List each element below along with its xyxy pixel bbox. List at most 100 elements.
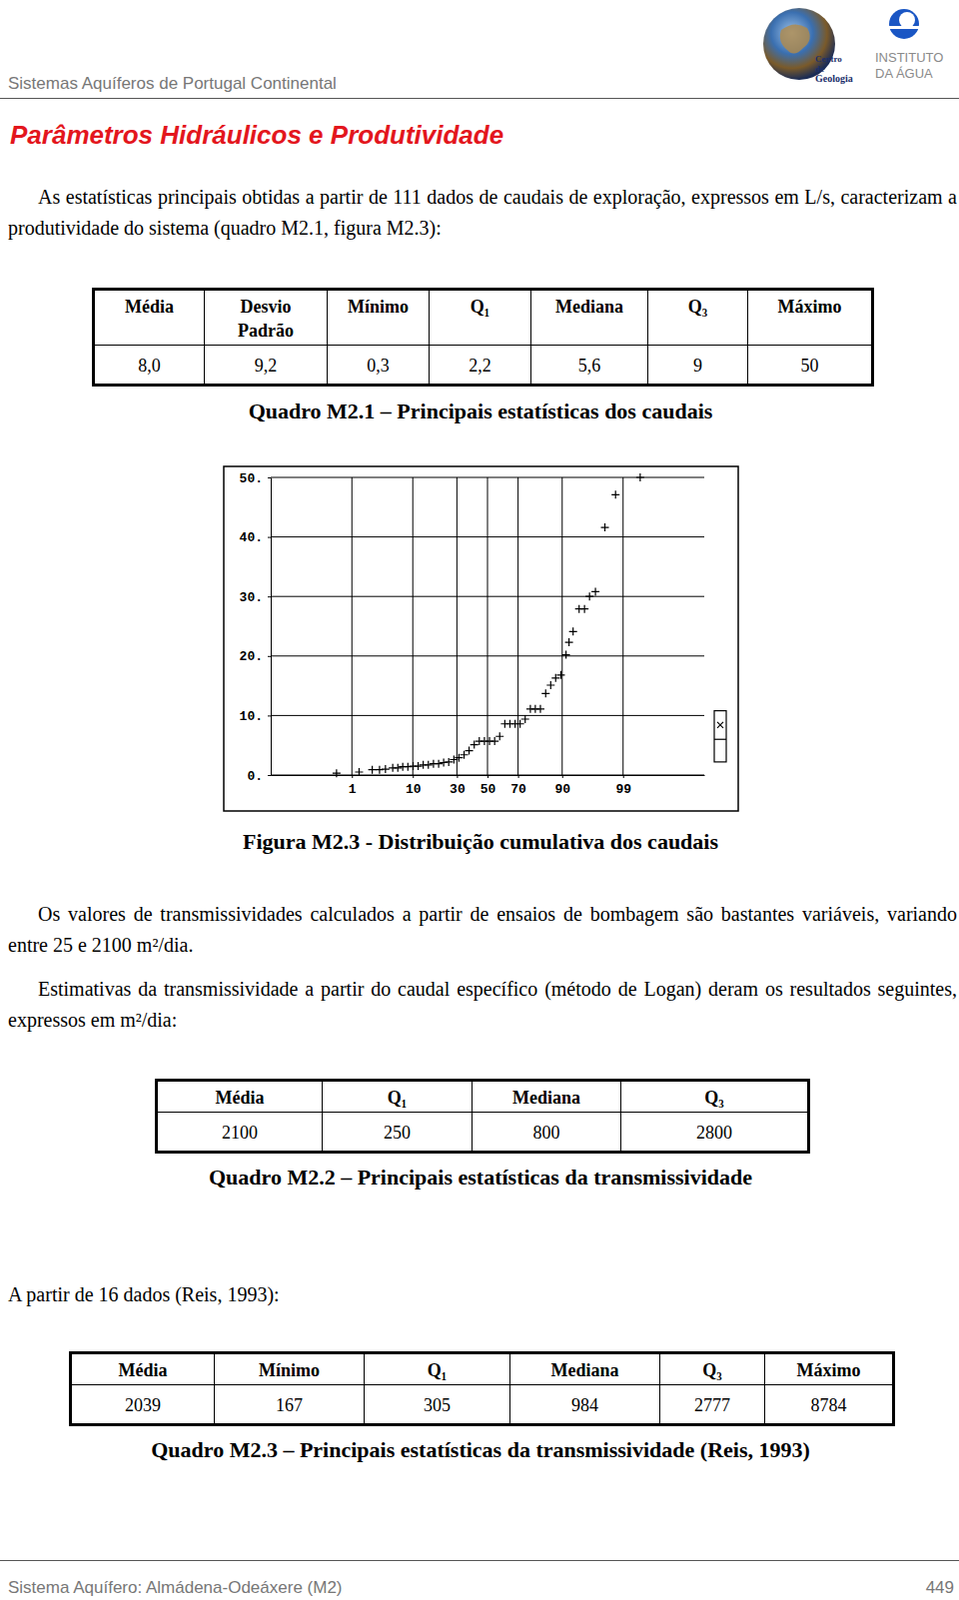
header-row: MédiaDesvio PadrãoMínimoQ₁MedianaQ₃Máxim… bbox=[93, 289, 874, 346]
data-point bbox=[403, 763, 412, 772]
tick: 10. bbox=[239, 709, 271, 725]
grid-line bbox=[517, 477, 519, 776]
tick-label: 90 bbox=[554, 782, 571, 798]
chart-frame bbox=[223, 466, 739, 812]
data-point bbox=[541, 689, 550, 698]
data-row: 8,09,20,32,25,6950 bbox=[93, 345, 874, 386]
data-point bbox=[526, 705, 535, 714]
grid bbox=[270, 477, 705, 776]
cell: 8,0 bbox=[93, 345, 205, 386]
cell: 800 bbox=[472, 1112, 622, 1153]
header-cell: Mínimo bbox=[327, 289, 430, 346]
data-point bbox=[569, 627, 578, 636]
tick-mark bbox=[562, 775, 564, 779]
tick: 40. bbox=[239, 530, 271, 546]
header-cell: Mediana bbox=[510, 1353, 661, 1386]
data-point bbox=[485, 737, 494, 746]
tick: 20. bbox=[239, 649, 271, 665]
tick: 99 bbox=[615, 775, 632, 798]
grid-line bbox=[270, 536, 705, 538]
data-point bbox=[591, 587, 600, 596]
data-point bbox=[505, 720, 514, 729]
data-point bbox=[332, 769, 341, 778]
tick-label: 40. bbox=[239, 530, 263, 546]
logo-text: Centro bbox=[815, 53, 843, 64]
data-point bbox=[551, 674, 560, 683]
header-cell: Média bbox=[70, 1353, 215, 1386]
data-point bbox=[490, 737, 499, 746]
footer-rule bbox=[0, 1560, 959, 1562]
tick: 1 bbox=[348, 775, 357, 798]
tick-label: 70 bbox=[510, 782, 527, 798]
globe-land bbox=[780, 23, 811, 53]
footer-text: Sistema Aquífero: Almádena-Odeáxere (M2) bbox=[7, 1578, 343, 1599]
grid-line bbox=[270, 477, 705, 479]
tick-label: 30. bbox=[239, 590, 263, 606]
cell: 50 bbox=[748, 345, 874, 386]
data-point bbox=[393, 764, 402, 773]
grid-line bbox=[270, 596, 705, 598]
data-point bbox=[439, 758, 448, 767]
data-point bbox=[575, 605, 584, 614]
box bbox=[714, 711, 727, 763]
header-cell: Máximo bbox=[748, 289, 874, 346]
cell: 2,2 bbox=[429, 345, 532, 386]
data-point bbox=[475, 737, 484, 746]
cell: 2039 bbox=[70, 1385, 215, 1426]
cell: 0,3 bbox=[327, 345, 430, 386]
cell: 2777 bbox=[660, 1385, 766, 1426]
header-rule bbox=[0, 97, 959, 99]
grid-line bbox=[270, 655, 705, 657]
data-point bbox=[536, 705, 545, 714]
header-cell: Q₃ bbox=[621, 1080, 810, 1113]
tick-label: 30 bbox=[449, 782, 466, 798]
data-point bbox=[444, 758, 453, 767]
cell: 984 bbox=[510, 1385, 661, 1426]
tick-mark bbox=[518, 775, 520, 779]
box-median bbox=[714, 739, 727, 741]
cell: 5,6 bbox=[531, 345, 649, 386]
cell: 167 bbox=[214, 1385, 365, 1426]
axis-line bbox=[270, 478, 272, 777]
grid-line bbox=[412, 477, 414, 776]
grid-line bbox=[270, 715, 705, 717]
caption: Quadro M2.2 – Principais estatísticas da… bbox=[0, 1164, 959, 1191]
page-number: 449 bbox=[859, 1578, 955, 1599]
tick-mark bbox=[267, 715, 271, 717]
tick-label: 20. bbox=[239, 649, 263, 665]
logo-text: Geologia bbox=[815, 72, 854, 84]
header-cell: Mediana bbox=[531, 289, 649, 346]
data-point bbox=[495, 732, 504, 741]
data-point bbox=[516, 720, 525, 729]
tick: 50. bbox=[239, 471, 271, 487]
logo-text: INSTITUTO bbox=[875, 49, 944, 65]
tick-label: 0. bbox=[246, 769, 263, 785]
chart: 0. 10. 20. 30. 40. 50. 1 10 30 50 70 90 99 bbox=[0, 0, 959, 1600]
data-point bbox=[511, 720, 520, 729]
data-point bbox=[636, 473, 645, 482]
inag-mark bbox=[899, 11, 916, 28]
tick-mark bbox=[267, 656, 271, 658]
tick-label: 10 bbox=[405, 782, 422, 798]
tick-mark bbox=[267, 537, 271, 539]
header-cell: Média bbox=[93, 289, 205, 346]
header-cell: Q₁ bbox=[322, 1080, 473, 1113]
paragraph: A partir de 16 dados (Reis, 1993): bbox=[7, 1279, 958, 1311]
section-title: Parâmetros Hidráulicos e Produtividade bbox=[9, 119, 504, 151]
header-title: Sistemas Aquíferos de Portugal Continent… bbox=[7, 73, 337, 94]
data-row: 21002508002800 bbox=[156, 1112, 810, 1153]
header-cell: Desvio Padrão bbox=[204, 289, 328, 346]
tick: 30 bbox=[449, 775, 466, 798]
data-point bbox=[531, 705, 540, 714]
data-point bbox=[562, 651, 571, 660]
grid-line bbox=[487, 477, 489, 776]
axis-line bbox=[271, 775, 706, 777]
data-point bbox=[434, 760, 443, 769]
data-point bbox=[546, 681, 555, 690]
paragraph: Estimativas da transmissividade a partir… bbox=[7, 973, 958, 1036]
data-point bbox=[521, 715, 530, 724]
data-point bbox=[565, 638, 574, 647]
tick: 90 bbox=[554, 775, 571, 798]
data-point bbox=[556, 671, 565, 680]
inag-mark bbox=[889, 8, 920, 39]
